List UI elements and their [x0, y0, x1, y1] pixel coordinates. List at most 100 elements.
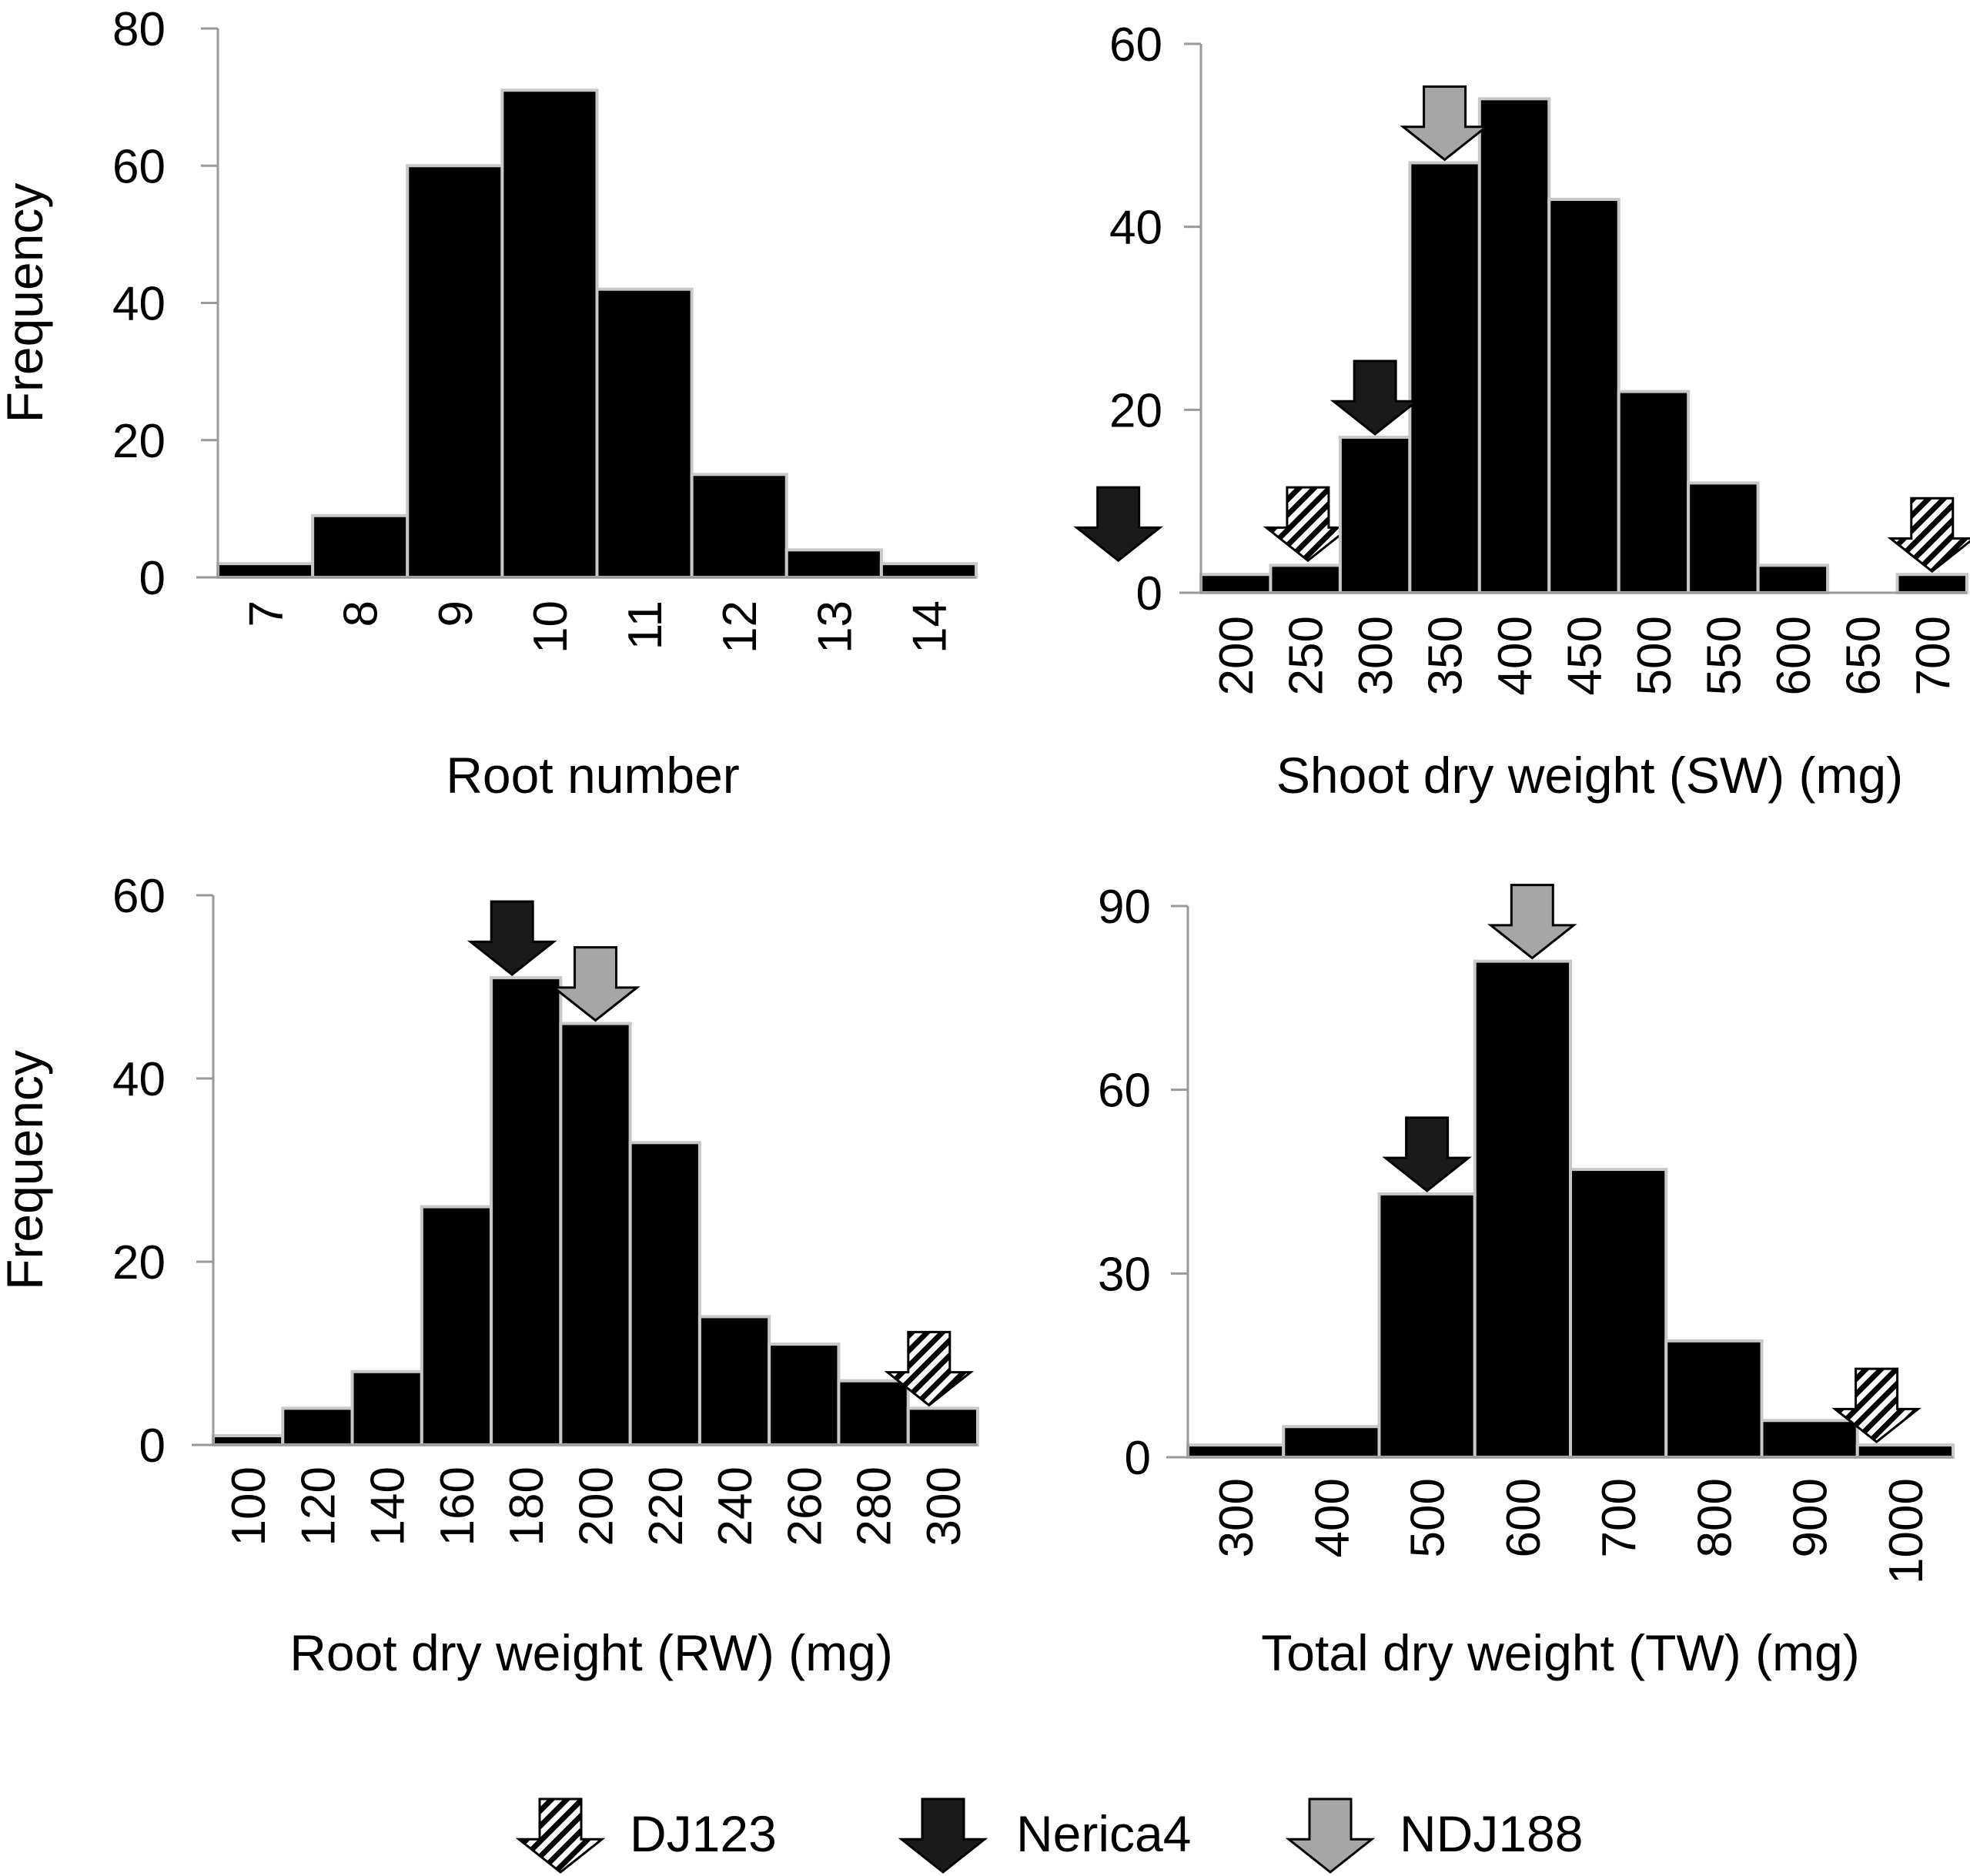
- marker-dj123-icon: [1263, 486, 1353, 563]
- y-tick-label: 60: [1109, 18, 1162, 72]
- legend-label-dj123: DJ123: [630, 1805, 777, 1862]
- x-tick-label: 350: [1420, 616, 1473, 695]
- bar-600: [1756, 563, 1830, 594]
- y-tick-label: 40: [1109, 202, 1162, 255]
- marker-dj123-icon: [884, 1330, 975, 1407]
- bar-11: [595, 287, 694, 579]
- bar-8: [311, 513, 410, 579]
- x-tick-label: 100: [222, 1466, 276, 1546]
- y-tick-label: 30: [1098, 1248, 1151, 1301]
- marker-nerica4-icon: [467, 900, 557, 977]
- y-tick-label: 0: [1136, 567, 1162, 620]
- bar-600: [1473, 959, 1572, 1459]
- bar-450: [1547, 198, 1620, 594]
- y-tick-label: 60: [112, 870, 166, 923]
- x-tick-label: 300: [918, 1466, 971, 1546]
- y-tick-label: 0: [139, 552, 166, 605]
- bar-300: [906, 1406, 980, 1447]
- bar-700: [1569, 1168, 1668, 1459]
- bar-800: [1664, 1339, 1764, 1460]
- marker-nerica4-icon: [1329, 359, 1420, 436]
- bar-300: [1338, 435, 1412, 594]
- x-tick-label: 700: [1907, 616, 1960, 695]
- x-tick-label: 9: [430, 600, 483, 627]
- y-tick-label: 60: [1098, 1065, 1151, 1118]
- chart-top-right: 0 20 40 60 200 250 300 350 400 450 500 550 600 650 700…: [1109, 18, 1970, 804]
- x-tick-label: 1000: [1880, 1478, 1933, 1584]
- x-tick-label: 160: [431, 1466, 484, 1546]
- marker-ndj188-icon: [550, 946, 641, 1022]
- bar-500: [1617, 390, 1691, 594]
- x-tick-label: 450: [1559, 616, 1612, 695]
- x-tick-label: 140: [362, 1466, 415, 1546]
- bar-220: [628, 1141, 701, 1447]
- x-tick-label: 8: [335, 600, 388, 627]
- chart-top-left: 0 20 40 60 80 7 8 9 10 11 12 13 14 Root number Frequen…: [0, 3, 1543, 804]
- marker-nerica4-icon: [1382, 1116, 1472, 1192]
- x-tick-label: 400: [1489, 616, 1542, 695]
- bar-13: [784, 548, 883, 579]
- bar-140: [350, 1369, 423, 1447]
- legend-label-ndj188: NDJ188: [1400, 1805, 1583, 1862]
- x-tick-label: 500: [1628, 616, 1681, 695]
- chart-bottom-left: 0 20 40 60 100 120 140 160 180 200 220 240 260 280 300…: [0, 870, 980, 1681]
- x-tick-label: 600: [1497, 1478, 1550, 1557]
- y-tick-label: 80: [112, 3, 166, 56]
- x-tick-label: 10: [524, 600, 577, 654]
- x-tick-label: 220: [640, 1466, 693, 1546]
- x-tick-label: 180: [500, 1466, 554, 1546]
- gray-arrow-icon: [1285, 1797, 1376, 1874]
- y-tick-label: 90: [1098, 881, 1151, 934]
- bar-350: [1408, 161, 1481, 594]
- bar-1000: [1855, 1443, 1955, 1459]
- bar-100: [212, 1434, 285, 1446]
- bar-260: [768, 1343, 841, 1446]
- legend-label-nerica4: Nerica4: [1016, 1805, 1191, 1862]
- x-tick-label: 550: [1697, 616, 1751, 695]
- bar-9: [406, 164, 504, 579]
- y-tick-label: 20: [1109, 384, 1162, 437]
- y-tick-label: 0: [1125, 1432, 1151, 1485]
- x-tick-label: 300: [1350, 616, 1403, 695]
- x-tick-label: 240: [709, 1466, 762, 1546]
- x-tick-label: 7: [240, 600, 293, 627]
- chart-bottom-right: 0 30 60 90 300 400 500 600 700 800 900 1000 Total dr…: [1098, 881, 1955, 1681]
- x-axis-title: Root number: [446, 747, 740, 804]
- black-arrow-icon: [898, 1797, 988, 1874]
- x-axis-title: Root dry weight (RW) (mg): [289, 1624, 893, 1681]
- bar-200: [1199, 573, 1273, 595]
- bar-500: [1377, 1192, 1477, 1460]
- marker-nerica4-icon: [1073, 486, 1164, 563]
- bar-300: [1186, 1443, 1286, 1459]
- bar-180: [490, 976, 563, 1446]
- x-tick-label: 650: [1837, 616, 1890, 695]
- x-tick-label: 300: [1210, 1478, 1263, 1557]
- bar-7: [216, 562, 315, 579]
- x-tick-label: 200: [570, 1466, 624, 1546]
- x-tick-label: 11: [619, 600, 672, 650]
- x-tick-label: 500: [1402, 1478, 1455, 1557]
- y-tick-label: 40: [112, 1053, 166, 1106]
- bar-550: [1687, 481, 1760, 595]
- x-axis-title: Total dry weight (TW) (mg): [1261, 1624, 1859, 1681]
- bar-120: [281, 1406, 354, 1447]
- bar-160: [420, 1205, 493, 1446]
- marker-dj123-icon: [1831, 1367, 1922, 1444]
- x-tick-label: 13: [808, 600, 861, 654]
- x-tick-label: 400: [1306, 1478, 1359, 1557]
- striped-arrow-icon: [515, 1797, 606, 1874]
- marker-ndj188-icon: [1400, 85, 1490, 162]
- x-tick-label: 800: [1688, 1478, 1741, 1557]
- bar-200: [559, 1022, 632, 1446]
- bar-400: [1477, 97, 1551, 595]
- y-tick-label: 20: [112, 1236, 166, 1289]
- bar-700: [1895, 573, 1968, 595]
- bar-14: [879, 562, 978, 579]
- bar-10: [500, 89, 599, 579]
- x-tick-label: 600: [1768, 616, 1821, 695]
- y-tick-label: 40: [112, 278, 166, 331]
- bar-250: [1269, 563, 1342, 594]
- x-tick-label: 120: [292, 1466, 345, 1546]
- y-tick-label: 20: [112, 415, 166, 468]
